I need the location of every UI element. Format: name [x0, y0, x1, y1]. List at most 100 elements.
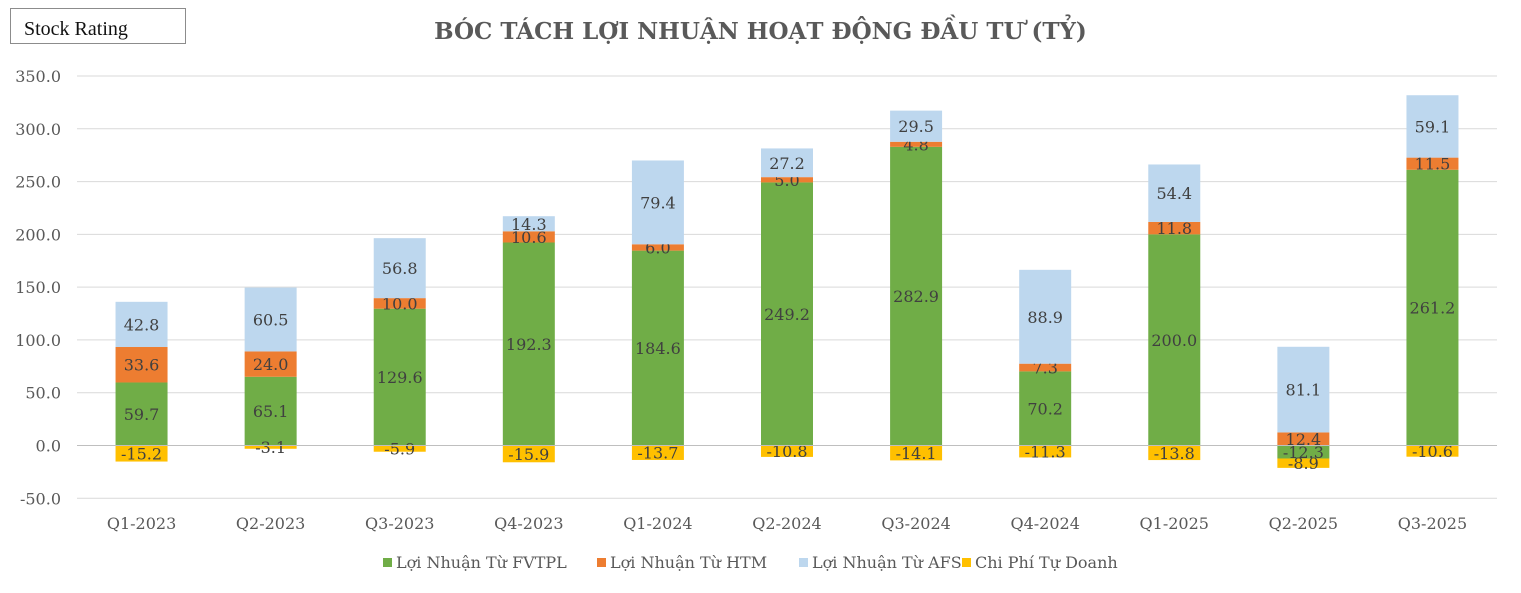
data-label: 33.6 — [124, 356, 160, 375]
data-label: 24.0 — [253, 355, 289, 374]
legend-label: Lợi Nhuận Từ FVTPL — [396, 553, 567, 572]
x-tick-label: Q1-2024 — [623, 514, 692, 533]
x-tick-label: Q1-2025 — [1140, 514, 1209, 533]
data-label: 81.1 — [1286, 381, 1322, 400]
data-label: 249.2 — [764, 305, 810, 324]
y-tick-label: 350.0 — [15, 67, 61, 86]
x-tick-label: Q4-2023 — [494, 514, 563, 533]
data-label: 88.9 — [1027, 308, 1063, 327]
x-tick-label: Q3-2023 — [365, 514, 434, 533]
bar-segment-l-i-nhu-n-t-fvtpl — [1406, 169, 1459, 446]
bar-segment-chi-ph-t-doanh — [761, 445, 813, 457]
data-label: 10.6 — [511, 228, 547, 247]
data-label: -15.2 — [121, 445, 162, 464]
y-tick-label: 100.0 — [15, 331, 61, 350]
x-tick-label: Q4-2024 — [1010, 514, 1079, 533]
bar-segment-chi-ph-t-doanh — [244, 445, 297, 449]
bar-segment-l-i-nhu-n-t-htm — [244, 351, 297, 377]
data-label: 11.8 — [1156, 219, 1192, 238]
bar-segment-l-i-nhu-n-t-afs — [631, 160, 684, 245]
x-tick-label: Q3-2024 — [881, 514, 950, 533]
bar-segment-l-i-nhu-n-t-afs — [1277, 346, 1330, 433]
data-label: 70.2 — [1027, 399, 1063, 418]
bar-segment-l-i-nhu-n-t-afs — [890, 110, 943, 142]
data-label: -15.9 — [508, 445, 549, 464]
bar-segment-l-i-nhu-n-t-htm — [1406, 157, 1459, 170]
data-label: -5.9 — [384, 440, 415, 459]
y-tick-label: 150.0 — [15, 278, 61, 297]
bar-segment-l-i-nhu-n-t-htm — [115, 347, 168, 383]
bar-segment-l-i-nhu-n-t-fvtpl — [373, 308, 426, 446]
data-label: 14.3 — [511, 215, 547, 234]
bar-segment-l-i-nhu-n-t-fvtpl — [244, 376, 297, 446]
bar-segment-chi-ph-t-doanh — [890, 445, 943, 461]
x-tick-label: Q2-2023 — [236, 514, 305, 533]
data-label: 29.5 — [898, 117, 934, 136]
bar-segment-l-i-nhu-n-t-htm — [1277, 432, 1330, 446]
bar-segment-chi-ph-t-doanh — [115, 445, 168, 462]
bar-segment-chi-ph-t-doanh — [1277, 458, 1330, 468]
data-label: -10.8 — [766, 442, 807, 461]
bar-segment-l-i-nhu-n-t-fvtpl — [890, 146, 943, 446]
bar-segment-l-i-nhu-n-t-afs — [502, 216, 555, 232]
bar-segment-l-i-nhu-n-t-fvtpl — [115, 382, 168, 446]
bar-segment-l-i-nhu-n-t-fvtpl — [1019, 371, 1072, 446]
data-label: -14.1 — [896, 444, 937, 463]
legend-swatch — [799, 558, 808, 567]
bar-segment-l-i-nhu-n-t-htm — [1019, 363, 1072, 372]
data-label: 192.3 — [506, 335, 552, 354]
bar-segment-l-i-nhu-n-t-fvtpl — [1277, 445, 1330, 459]
data-label: 59.7 — [124, 405, 160, 424]
data-label: 184.6 — [635, 339, 681, 358]
data-label: -3.1 — [255, 438, 286, 457]
data-label: 59.1 — [1415, 117, 1451, 136]
bar-segment-l-i-nhu-n-t-afs — [244, 287, 297, 352]
data-label: -13.7 — [637, 444, 678, 463]
bar-segment-chi-ph-t-doanh — [1148, 445, 1201, 461]
data-label: -8.9 — [1288, 454, 1319, 473]
bar-segment-l-i-nhu-n-t-htm — [631, 244, 684, 251]
data-label: 12.4 — [1286, 430, 1322, 449]
bar-segment-chi-ph-t-doanh — [1406, 445, 1459, 457]
legend-swatch — [962, 558, 971, 567]
bar-segment-l-i-nhu-n-t-htm — [502, 231, 555, 243]
bar-segment-l-i-nhu-n-t-afs — [115, 301, 168, 348]
bar-segment-l-i-nhu-n-t-fvtpl — [761, 182, 813, 446]
bar-segment-l-i-nhu-n-t-htm — [1148, 221, 1201, 235]
bar-segment-chi-ph-t-doanh — [1019, 445, 1072, 458]
y-tick-label: -50.0 — [20, 489, 61, 508]
data-label: -13.8 — [1154, 444, 1195, 463]
data-label: 54.4 — [1156, 184, 1192, 203]
bar-segment-chi-ph-t-doanh — [373, 445, 426, 452]
bar-segment-chi-ph-t-doanh — [631, 445, 684, 460]
bar-segment-chi-ph-t-doanh — [502, 445, 555, 463]
data-label: 65.1 — [253, 402, 289, 421]
bar-segment-l-i-nhu-n-t-fvtpl — [631, 250, 684, 446]
data-label: 56.8 — [382, 259, 418, 278]
bar-segment-l-i-nhu-n-t-htm — [890, 141, 943, 147]
y-tick-label: 0.0 — [36, 437, 61, 456]
legend-label: Lợi Nhuận Từ AFS — [812, 553, 962, 572]
data-label: 11.5 — [1415, 155, 1451, 174]
data-label: -10.6 — [1412, 442, 1453, 461]
data-label: 282.9 — [893, 287, 939, 306]
data-label: 79.4 — [640, 193, 676, 212]
data-label: -11.3 — [1025, 442, 1066, 461]
bar-segment-l-i-nhu-n-t-htm — [373, 298, 426, 309]
x-tick-label: Q3-2025 — [1398, 514, 1467, 533]
x-tick-label: Q2-2025 — [1269, 514, 1338, 533]
legend-label: Lợi Nhuận Từ HTM — [610, 553, 767, 572]
y-tick-label: 250.0 — [15, 173, 61, 192]
x-tick-label: Q2-2024 — [752, 514, 821, 533]
bar-segment-l-i-nhu-n-t-afs — [1019, 269, 1072, 364]
y-tick-label: 200.0 — [15, 225, 61, 244]
data-label: 60.5 — [253, 311, 289, 330]
data-label: 27.2 — [769, 154, 805, 173]
bar-segment-l-i-nhu-n-t-afs — [1148, 164, 1201, 222]
y-tick-label: 300.0 — [15, 120, 61, 139]
legend-swatch — [383, 558, 392, 567]
bar-segment-l-i-nhu-n-t-fvtpl — [502, 242, 555, 446]
data-label: 261.2 — [1410, 299, 1456, 318]
x-tick-label: Q1-2023 — [107, 514, 176, 533]
